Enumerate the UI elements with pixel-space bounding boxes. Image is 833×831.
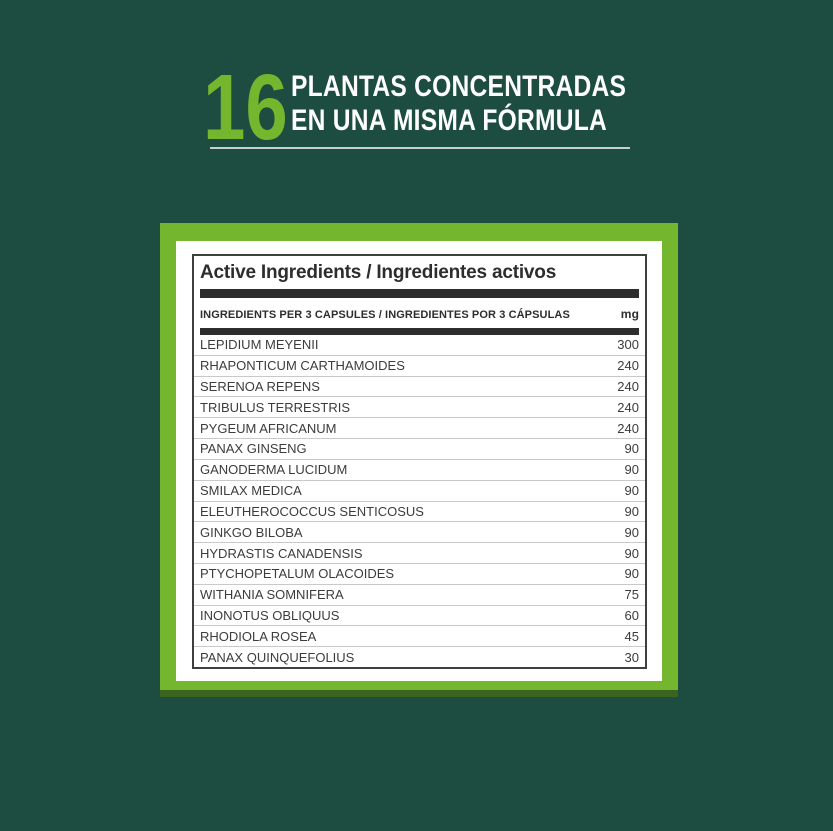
column-header-ingredients: INGREDIENTS PER 3 CAPSULES / INGREDIENTE… [200,309,570,321]
ingredient-name: GANODERMA LUCIDUM [200,462,348,478]
ingredient-name: HYDRASTIS CANADENSIS [200,545,363,561]
poster-heading: PLANTAS CONCENTRADAS EN UNA MISMA FÓRMUL… [291,70,626,138]
poster-heading-line1: PLANTAS CONCENTRADAS [291,70,627,103]
ingredients-card: Active Ingredients / Ingredientes activo… [192,254,647,669]
ingredient-amount: 90 [624,441,639,457]
ingredient-amount: 30 [624,649,639,665]
ingredient-name: PTYCHOPETALUM OLACOIDES [200,566,395,582]
ingredient-row: PANAX QUINQUEFOLIUS 30 [194,647,645,667]
column-header-mg: mg [620,307,639,321]
ingredient-name: GINKGO BILOBA [200,524,303,540]
ingredient-amount: 90 [624,524,639,540]
ingredients-frame-inner: Active Ingredients / Ingredientes activo… [176,241,662,681]
plant-count-number: 16 [203,55,288,159]
ingredient-row: INONOTUS OBLIQUUS 60 [194,606,645,627]
divider-bar-top [200,289,639,298]
ingredient-amount: 90 [624,483,639,499]
ingredient-amount: 60 [624,607,639,623]
ingredient-row: HYDRASTIS CANADENSIS 90 [194,543,645,564]
ingredient-row: PTYCHOPETALUM OLACOIDES 90 [194,564,645,585]
ingredient-row: ELEUTHEROCOCCUS SENTICOSUS 90 [194,502,645,523]
ingredient-row: SMILAX MEDICA 90 [194,481,645,502]
table-column-headers: INGREDIENTS PER 3 CAPSULES / INGREDIENTE… [200,307,639,321]
ingredient-name: ELEUTHEROCOCCUS SENTICOSUS [200,503,424,519]
ingredient-amount: 90 [624,503,639,519]
ingredient-name: SMILAX MEDICA [200,483,302,499]
ingredient-name: LEPIDIUM MEYENII [200,337,319,353]
ingredient-name: PANAX QUINQUEFOLIUS [200,649,355,665]
ingredient-name: PYGEUM AFRICANUM [200,420,337,436]
ingredient-amount: 90 [624,462,639,478]
ingredient-name: RHAPONTICUM CARTHAMOIDES [200,358,405,374]
ingredient-amount: 300 [617,337,639,353]
ingredient-row: TRIBULUS TERRESTRIS 240 [194,397,645,419]
heading-divider-line [210,147,630,149]
ingredient-row: PYGEUM AFRICANUM 240 [194,418,645,440]
ingredient-amount: 240 [617,379,639,395]
ingredient-row: GANODERMA LUCIDUM 90 [194,460,645,481]
ingredient-row: GINKGO BILOBA 90 [194,522,645,544]
ingredient-name: SERENOA REPENS [200,379,320,395]
panel-title: Active Ingredients / Ingredientes activo… [200,262,557,283]
ingredient-name: PANAX GINSENG [200,441,307,457]
ingredient-name: WITHANIA SOMNIFERA [200,587,344,603]
ingredient-row: PANAX GINSENG 90 [194,439,645,460]
ingredient-name: TRIBULUS TERRESTRIS [200,399,351,415]
ingredient-name: RHODIOLA ROSEA [200,628,317,644]
ingredients-table-body: LEPIDIUM MEYENII 300 RHAPONTICUM CARTHAMOI… [194,335,645,667]
ingredient-amount: 90 [624,545,639,561]
ingredient-amount: 240 [617,399,639,415]
ingredient-amount: 240 [617,420,639,436]
ingredient-amount: 45 [624,628,639,644]
ingredient-name: INONOTUS OBLIQUUS [200,607,340,623]
ingredient-row: LEPIDIUM MEYENII 300 [194,335,645,356]
ingredient-amount: 75 [624,587,639,603]
ingredients-frame: Active Ingredients / Ingredientes activo… [160,223,678,697]
ingredient-row: WITHANIA SOMNIFERA 75 [194,585,645,606]
poster-heading-line2: EN UNA MISMA FÓRMULA [291,104,608,137]
ingredient-row: RHODIOLA ROSEA 45 [194,626,645,648]
ingredient-row: RHAPONTICUM CARTHAMOIDES 240 [194,356,645,377]
ingredient-row: SERENOA REPENS 240 [194,377,645,398]
ingredient-amount: 90 [624,566,639,582]
divider-bar-bottom [200,328,639,335]
ingredient-amount: 240 [617,358,639,374]
